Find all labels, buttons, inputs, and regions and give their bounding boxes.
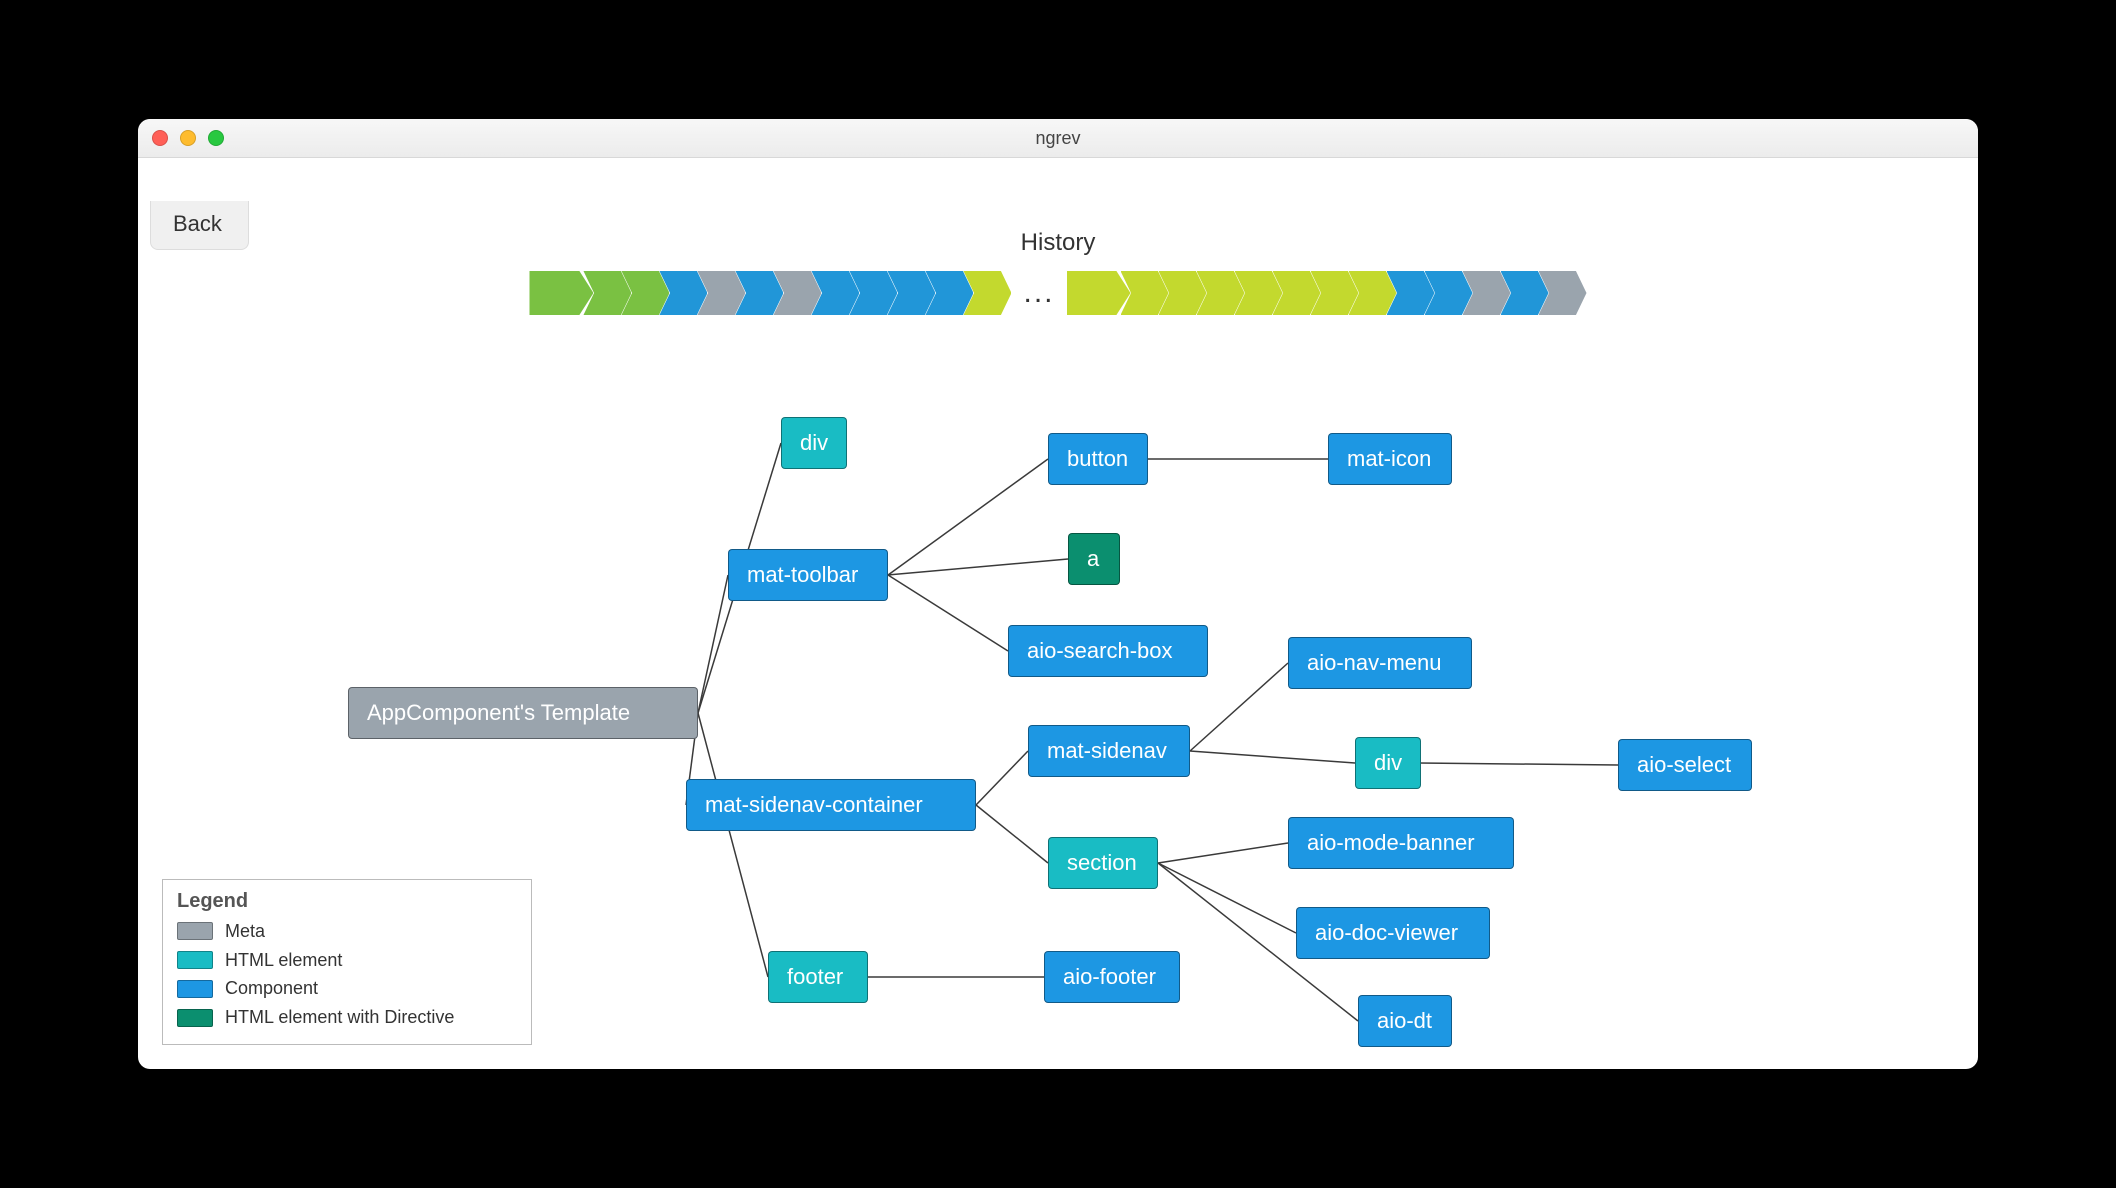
graph-edge	[698, 713, 768, 977]
graph-edge	[976, 805, 1048, 863]
graph-node-aiofoot[interactable]: aio-footer	[1044, 951, 1180, 1003]
graph-node-toolbar[interactable]: mat-toolbar	[728, 549, 888, 601]
legend-title: Legend	[177, 890, 517, 913]
minimize-icon[interactable]	[180, 130, 196, 146]
graph-node-mode[interactable]: aio-mode-banner	[1288, 817, 1514, 869]
legend-row: Component	[177, 974, 517, 1003]
titlebar: ngrev	[138, 119, 1978, 158]
graph-node-div2[interactable]: div	[1355, 737, 1421, 789]
graph-node-maticon[interactable]: mat-icon	[1328, 433, 1452, 485]
app-window: ngrev Back History ... AppComponent's Te…	[138, 119, 1978, 1069]
legend-row: HTML element with Directive	[177, 1003, 517, 1032]
graph-edge	[976, 751, 1028, 805]
close-icon[interactable]	[152, 130, 168, 146]
history-breadcrumb: ...	[138, 271, 1978, 315]
graph-edge	[888, 459, 1048, 575]
legend-row: Meta	[177, 917, 517, 946]
back-button[interactable]: Back	[150, 201, 249, 250]
legend-swatch	[177, 951, 213, 969]
graph-node-div1[interactable]: div	[781, 417, 847, 469]
history-title: History	[138, 229, 1978, 257]
history-step[interactable]	[1067, 271, 1131, 315]
graph-node-search[interactable]: aio-search-box	[1008, 625, 1208, 677]
graph-node-section[interactable]: section	[1048, 837, 1158, 889]
legend-swatch	[177, 922, 213, 940]
legend-label: HTML element with Directive	[225, 1003, 454, 1032]
graph-node-sidenavC[interactable]: mat-sidenav-container	[686, 779, 976, 831]
legend-swatch	[177, 1009, 213, 1027]
graph-node-dt[interactable]: aio-dt	[1358, 995, 1452, 1047]
history-ellipsis: ...	[1023, 276, 1054, 310]
graph-edge	[888, 559, 1068, 575]
graph-node-root[interactable]: AppComponent's Template	[348, 687, 698, 739]
legend-row: HTML element	[177, 946, 517, 975]
legend-label: Meta	[225, 917, 265, 946]
graph-node-docv[interactable]: aio-doc-viewer	[1296, 907, 1490, 959]
graph-node-button[interactable]: button	[1048, 433, 1148, 485]
graph-edge	[1419, 763, 1618, 765]
graph-node-a[interactable]: a	[1068, 533, 1120, 585]
content-area: Back History ... AppComponent's Template…	[138, 157, 1978, 1069]
graph-node-footer[interactable]: footer	[768, 951, 868, 1003]
legend-swatch	[177, 980, 213, 998]
legend-label: Component	[225, 974, 318, 1003]
graph-node-navmenu[interactable]: aio-nav-menu	[1288, 637, 1472, 689]
graph-node-select[interactable]: aio-select	[1618, 739, 1752, 791]
graph-edge	[888, 575, 1008, 651]
graph-edge	[1190, 751, 1355, 763]
graph-edge	[1158, 843, 1288, 863]
window-controls	[152, 130, 224, 146]
graph-edge	[1158, 863, 1296, 933]
legend: Legend MetaHTML elementComponentHTML ele…	[162, 879, 532, 1045]
graph-edge	[698, 575, 728, 713]
window-title: ngrev	[138, 128, 1978, 149]
zoom-icon[interactable]	[208, 130, 224, 146]
history-step[interactable]	[529, 271, 593, 315]
legend-label: HTML element	[225, 946, 342, 975]
graph-node-sidenav[interactable]: mat-sidenav	[1028, 725, 1190, 777]
